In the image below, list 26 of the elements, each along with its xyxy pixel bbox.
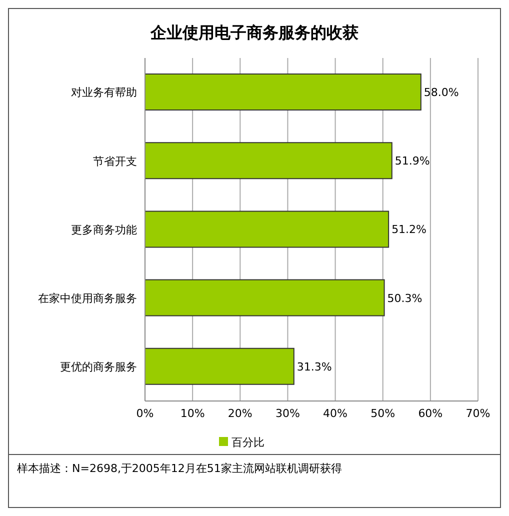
y-tick-label: 更多商务功能 xyxy=(71,223,137,236)
x-tick-label: 10% xyxy=(180,406,205,420)
x-tick-label: 20% xyxy=(228,406,252,420)
bar xyxy=(145,142,392,180)
y-tick-label: 更优的商务服务 xyxy=(60,360,137,374)
x-tick-label: 50% xyxy=(370,406,396,420)
y-tick-label: 在家中使用商务服务 xyxy=(38,292,137,306)
y-tick-label: 对业务有帮助 xyxy=(71,86,137,100)
x-tick-label: 30% xyxy=(275,406,300,420)
chart-title: 企业使用电子商务服务的收获 xyxy=(149,23,360,44)
data-label: 58.0% xyxy=(424,86,459,99)
data-label: 51.2% xyxy=(392,223,427,236)
y-tick-label: 节省开支 xyxy=(93,154,137,168)
data-label: 51.9% xyxy=(394,154,430,168)
bar xyxy=(145,74,422,110)
x-tick-label: 0% xyxy=(136,406,154,420)
data-label: 50.3% xyxy=(387,292,422,305)
bar xyxy=(145,348,294,385)
x-tick-label: 70% xyxy=(466,406,490,420)
legend-label: 百分比 xyxy=(232,436,264,449)
text: 样本描述：N=2698,于2005年12月在51家主流网站联机调研获得 xyxy=(17,461,343,476)
x-tick-label: 60% xyxy=(418,406,443,420)
data-label: 31.3% xyxy=(296,360,332,374)
bar xyxy=(145,279,385,316)
x-tick-label: 40% xyxy=(323,406,348,420)
bar xyxy=(145,210,390,248)
